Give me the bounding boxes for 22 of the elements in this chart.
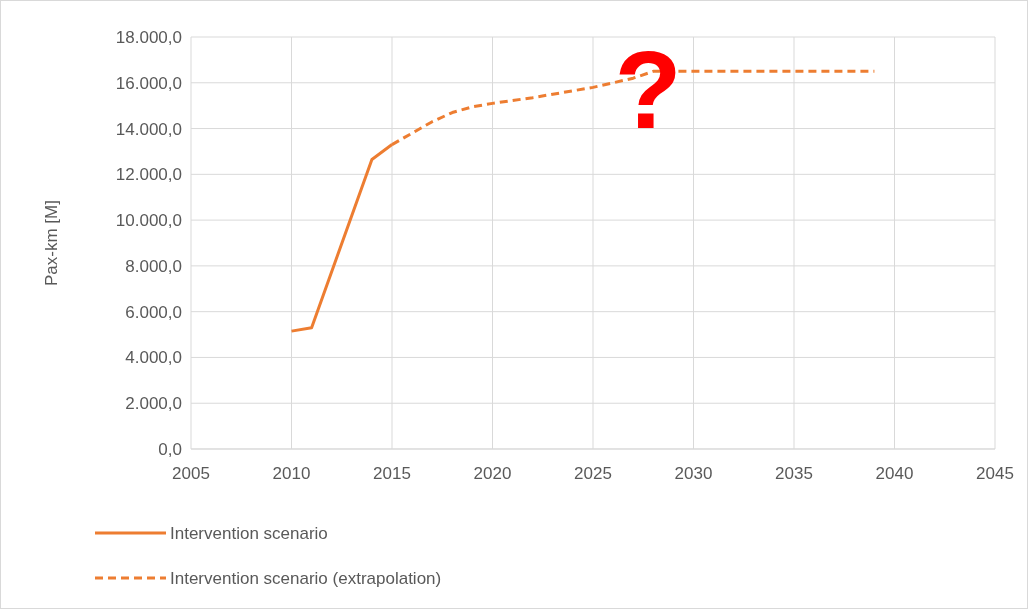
y-tick-label: 2.000,0: [125, 394, 182, 414]
y-tick-label: 8.000,0: [125, 256, 182, 276]
y-tick-label: 12.000,0: [115, 165, 182, 185]
y-tick-label: 14.000,0: [115, 119, 182, 139]
legend-label: Intervention scenario: [170, 523, 328, 543]
y-tick-label: 10.000,0: [115, 211, 182, 231]
y-tick-label: 6.000,0: [125, 302, 182, 322]
x-tick-label: 2010: [272, 464, 311, 483]
legend-label: Intervention scenario (extrapolation): [170, 568, 442, 588]
x-tick-label: 2020: [473, 464, 512, 483]
y-axis-title: Pax-km [M]: [42, 200, 61, 286]
x-tick-label: 2045: [976, 464, 1014, 483]
x-tick-label: 2030: [674, 464, 713, 483]
x-tick-label: 2035: [775, 464, 813, 483]
x-tick-label: 2005: [172, 464, 210, 483]
x-tick-label: 2040: [875, 464, 914, 483]
x-tick-label: 2025: [574, 464, 612, 483]
x-tick-label: 2015: [373, 464, 411, 483]
y-tick-label: 18.000,0: [115, 27, 182, 47]
y-tick-label: 16.000,0: [115, 73, 182, 93]
y-tick-label: 0,0: [158, 439, 182, 459]
y-tick-label: 4.000,0: [125, 348, 182, 368]
